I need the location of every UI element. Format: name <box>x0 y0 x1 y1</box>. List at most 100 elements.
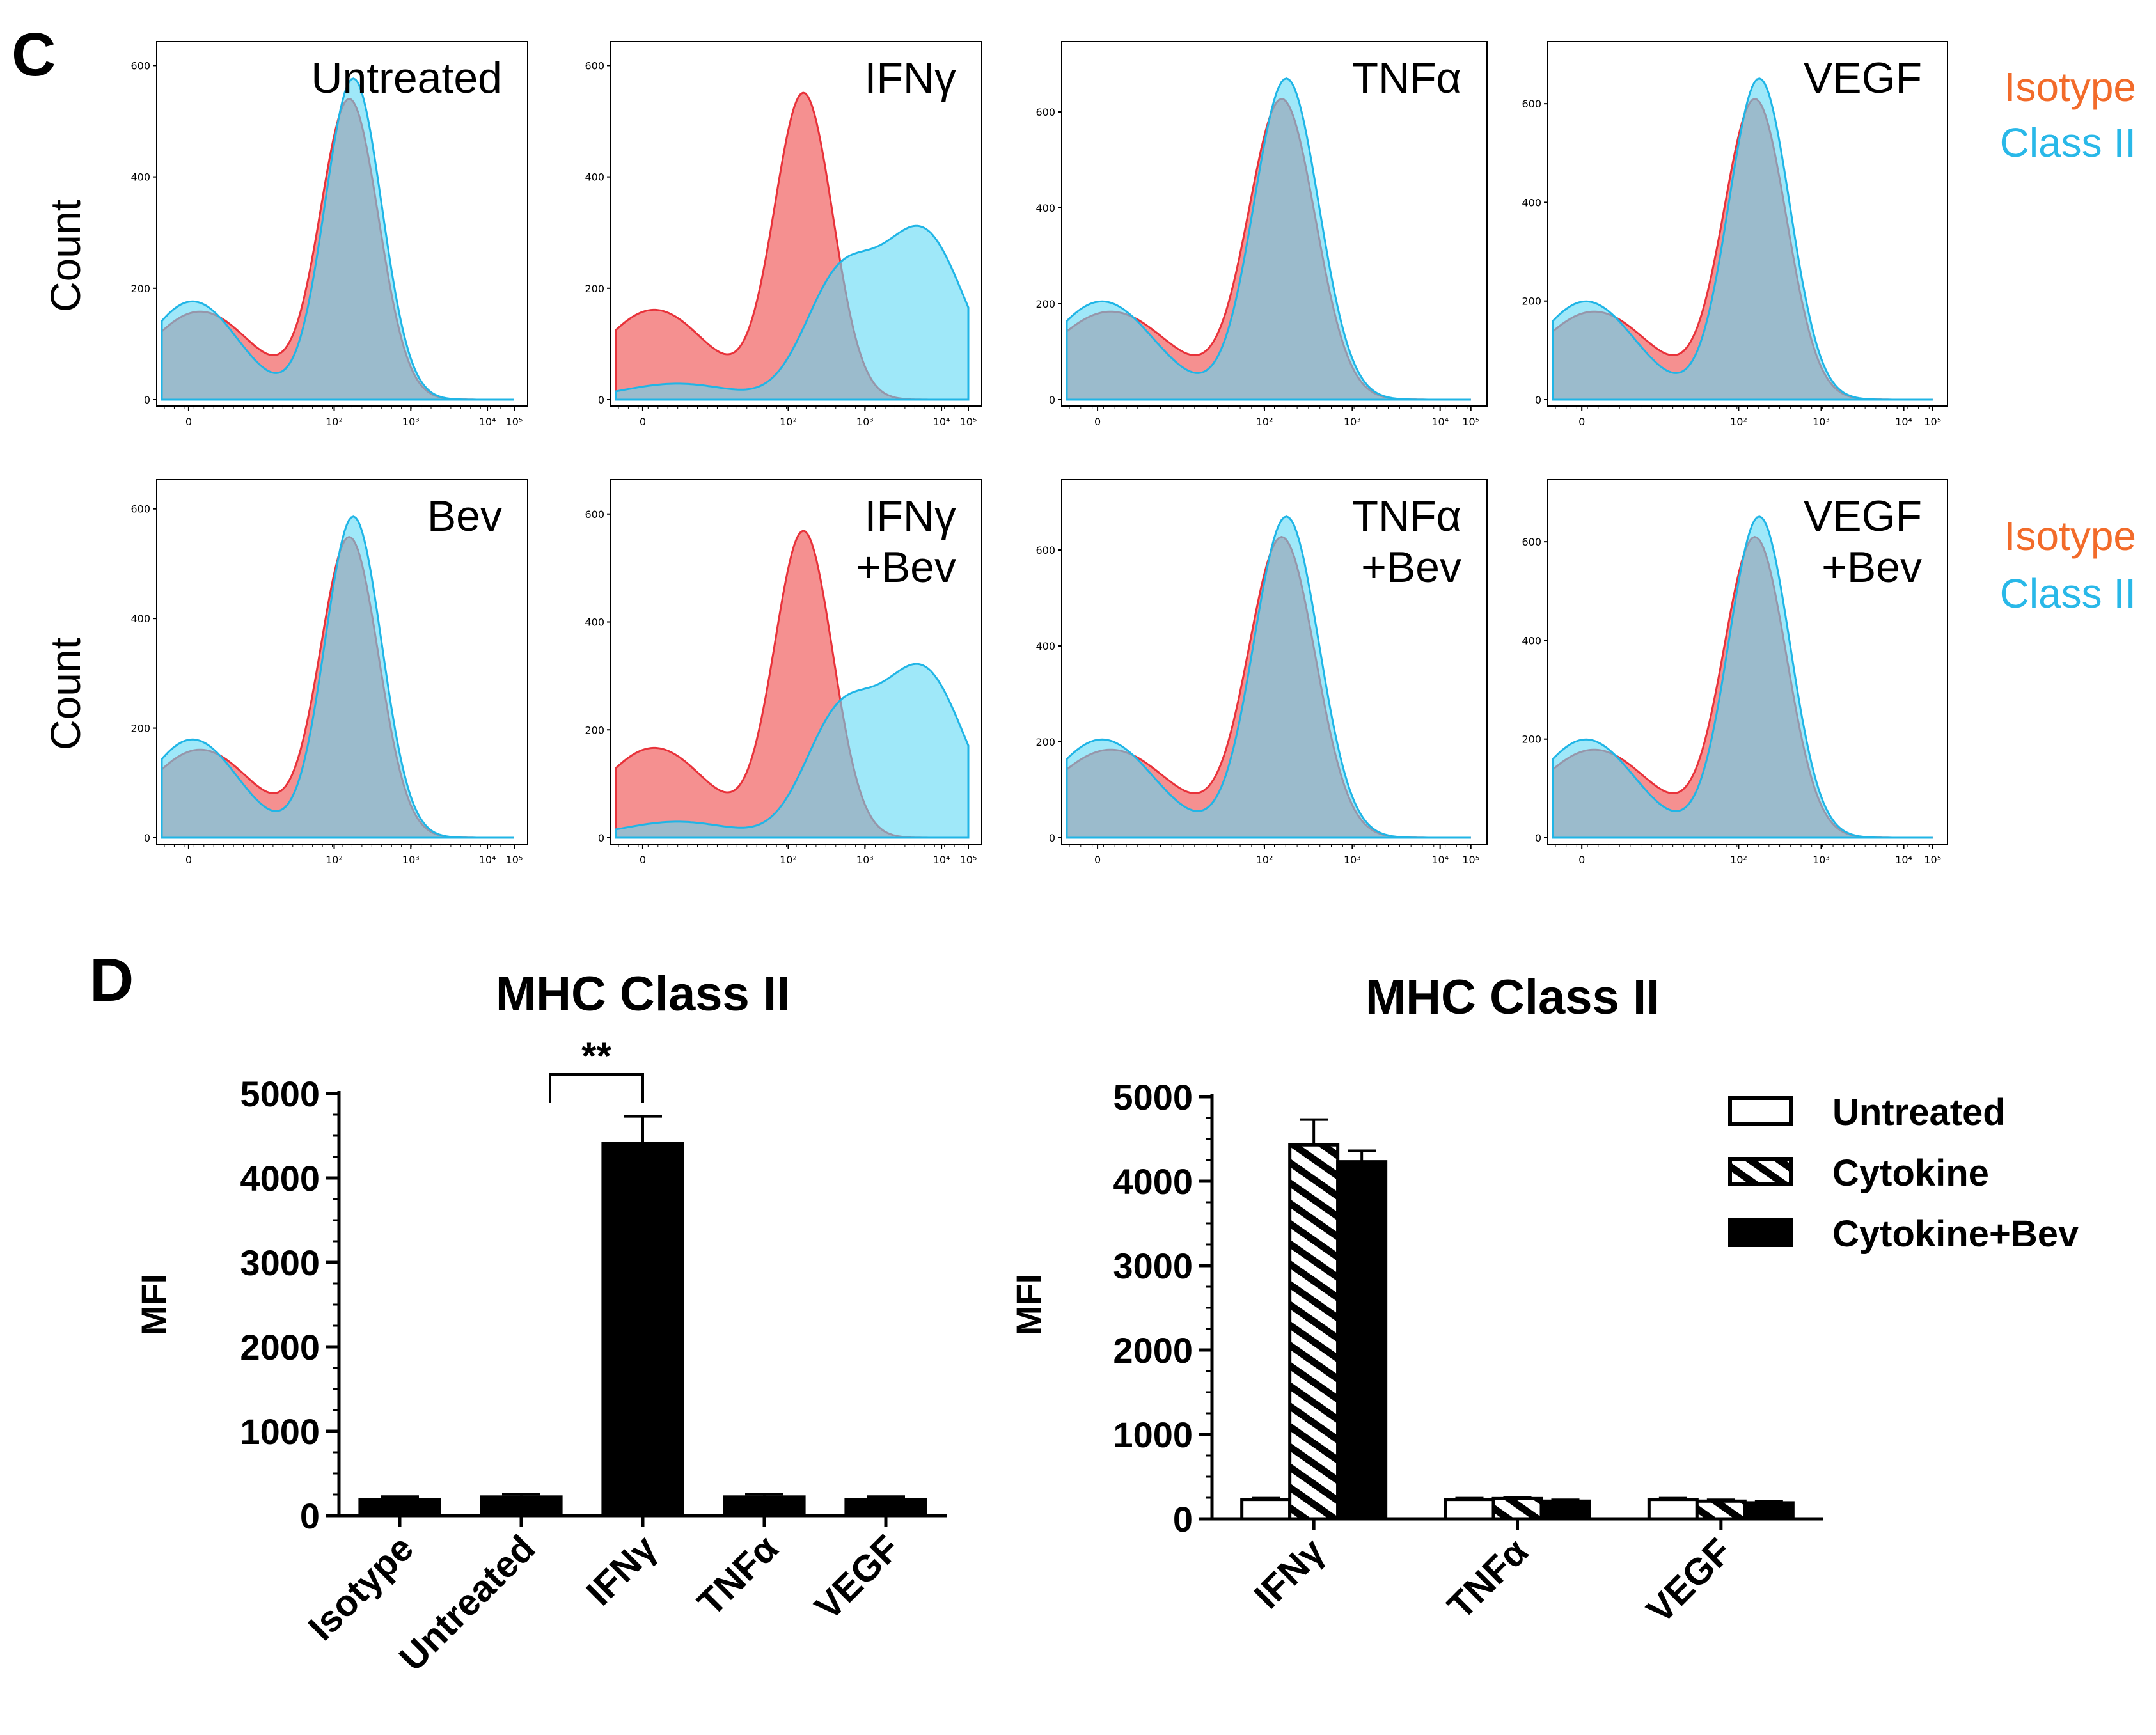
y-tick-label: 200 <box>130 723 150 735</box>
x-tick-label: 10³ <box>856 854 874 866</box>
x-tick-label: 0 <box>185 854 192 866</box>
legend-label: Untreated <box>1832 1092 2006 1133</box>
legend-class-ii-row1: Class II <box>2000 120 2136 166</box>
histogram-ifng: 0 200 400 600 0 10² 10³ 10⁴ 10⁵ IFNγ <box>585 41 982 428</box>
x-tick-label: 0 <box>1578 416 1585 428</box>
y-tick-label: 400 <box>1522 196 1541 208</box>
y-tick-label: 200 <box>585 283 604 295</box>
chart-title: MHC Class II <box>496 967 790 1021</box>
bar-cytokine <box>1288 1143 1340 1521</box>
x-tick-label: IFNγ <box>1247 1530 1333 1617</box>
bar <box>480 1495 563 1516</box>
x-tick-label: 10² <box>780 416 797 428</box>
y-tick-label: 3000 <box>240 1243 320 1283</box>
x-tick-label: 10² <box>1256 416 1273 428</box>
y-tick-label: 400 <box>585 171 604 184</box>
y-axis-label: MFI <box>1009 1274 1049 1335</box>
x-tick-label: 0 <box>1094 416 1101 428</box>
y-tick-label: 0 <box>1173 1499 1193 1539</box>
histogram-title: TNFα <box>1352 54 1462 102</box>
y-tick-label: 600 <box>585 508 604 521</box>
x-tick-label: 0 <box>185 416 192 428</box>
histogram-untreated: 0 200 400 600 0 10² 10³ 10⁴ 10⁵ Untreated <box>130 41 528 428</box>
x-tick-label: VEGF <box>1639 1530 1740 1631</box>
legend-swatch <box>1728 1096 1793 1126</box>
y-tick-label: 1000 <box>1113 1415 1193 1455</box>
histogram-title: VEGF <box>1804 492 1922 540</box>
bar-untreated <box>1240 1498 1292 1521</box>
y-tick-label: 600 <box>1035 106 1055 118</box>
y-tick-label: 5000 <box>240 1074 320 1114</box>
x-tick-label: 10³ <box>1813 416 1830 428</box>
legend-swatch <box>1728 1157 1793 1186</box>
y-tick-label: 0 <box>1049 832 1055 844</box>
panel-c-letter: C <box>12 20 56 89</box>
y-tick-label: 3000 <box>1113 1246 1193 1286</box>
y-tick-label: 2000 <box>240 1327 320 1367</box>
bar-chart-mfi-by-treatment: MHC Class II MFI 0 1000 2000 3000 4000 5000 Isot… <box>134 967 947 1679</box>
histogram-title: IFNγ <box>864 492 956 540</box>
x-tick-label: 10⁵ <box>1462 416 1479 428</box>
y-tick-label: 600 <box>585 59 604 72</box>
count-axis-label-row1: Count <box>42 200 89 312</box>
legend-label: Cytokine <box>1832 1152 1989 1194</box>
x-tick-label: 10³ <box>856 416 874 428</box>
x-tick-label: 10⁴ <box>1895 854 1912 866</box>
y-tick-label: 0 <box>144 394 150 406</box>
bar <box>723 1495 806 1516</box>
x-tick-label: 10² <box>1256 854 1273 866</box>
y-tick-label: 400 <box>585 616 604 629</box>
x-tick-label: TNFα <box>689 1527 786 1624</box>
y-tick-label: 0 <box>144 832 150 844</box>
legend-isotype-row1: Isotype <box>2004 64 2136 110</box>
x-tick-label: 10² <box>326 854 343 866</box>
x-tick-label: 10² <box>1730 416 1747 428</box>
bar-untreated <box>1444 1498 1495 1521</box>
bar-cytokine <box>1695 1499 1747 1521</box>
x-tick-label: Isotype <box>301 1527 422 1649</box>
x-tick-label: IFNγ <box>578 1527 665 1613</box>
histogram-title: Bev <box>427 492 502 540</box>
y-tick-label: 4000 <box>1113 1161 1193 1202</box>
class-ii-histogram <box>1066 77 1471 401</box>
legend-label: Cytokine+Bev <box>1832 1213 2079 1255</box>
y-tick-label: 0 <box>1049 394 1055 406</box>
y-tick-label: 200 <box>1522 734 1541 746</box>
bar-cytokine-bev <box>1743 1501 1795 1521</box>
bar-cytokine <box>1491 1496 1543 1521</box>
histogram-tnfa-bev: 0 200 400 600 0 10² 10³ 10⁴ 10⁵ TNFα+Bev <box>1035 479 1488 866</box>
histogram-ifng-bev: 0 200 400 600 0 10² 10³ 10⁴ 10⁵ IFNγ+Bev <box>585 479 982 866</box>
x-tick-label: 10³ <box>402 416 420 428</box>
y-tick-label: 200 <box>130 283 150 295</box>
histogram-title: +Bev <box>1361 543 1461 592</box>
y-tick-label: 2000 <box>1113 1330 1193 1370</box>
x-tick-label: 0 <box>1094 854 1101 866</box>
y-tick-label: 400 <box>1522 634 1541 647</box>
class-ii-histogram <box>1552 77 1933 401</box>
histogram-tnfa: 0 200 400 600 0 10² 10³ 10⁴ 10⁵ TNFα <box>1035 41 1488 428</box>
histogram-title: IFNγ <box>864 54 956 102</box>
x-tick-label: 10⁴ <box>933 854 950 866</box>
x-tick-label: 10⁴ <box>1895 416 1912 428</box>
x-tick-label: 10³ <box>1344 416 1361 428</box>
class-ii-histogram <box>161 515 514 839</box>
y-tick-label: 600 <box>1522 536 1541 548</box>
x-tick-label: 10⁵ <box>1462 854 1479 866</box>
y-tick-label: 200 <box>1035 298 1055 310</box>
y-tick-label: 400 <box>130 171 150 184</box>
y-tick-label: 200 <box>585 724 604 736</box>
x-tick-label: 10⁵ <box>960 416 977 428</box>
x-tick-label: VEGF <box>807 1527 908 1628</box>
histogram-title: TNFα <box>1352 492 1462 540</box>
y-axis-label: MFI <box>134 1274 174 1335</box>
y-tick-label: 400 <box>1035 640 1055 652</box>
x-tick-label: 10⁵ <box>506 416 523 428</box>
y-tick-label: 400 <box>1035 202 1055 214</box>
x-tick-label: TNFα <box>1440 1530 1536 1627</box>
class-ii-histogram <box>1066 515 1471 839</box>
x-tick-label: 10⁵ <box>1924 854 1941 866</box>
bar <box>601 1142 684 1516</box>
y-tick-label: 0 <box>1535 832 1541 844</box>
y-tick-label: 0 <box>1535 394 1541 406</box>
y-tick-label: 4000 <box>240 1158 320 1198</box>
